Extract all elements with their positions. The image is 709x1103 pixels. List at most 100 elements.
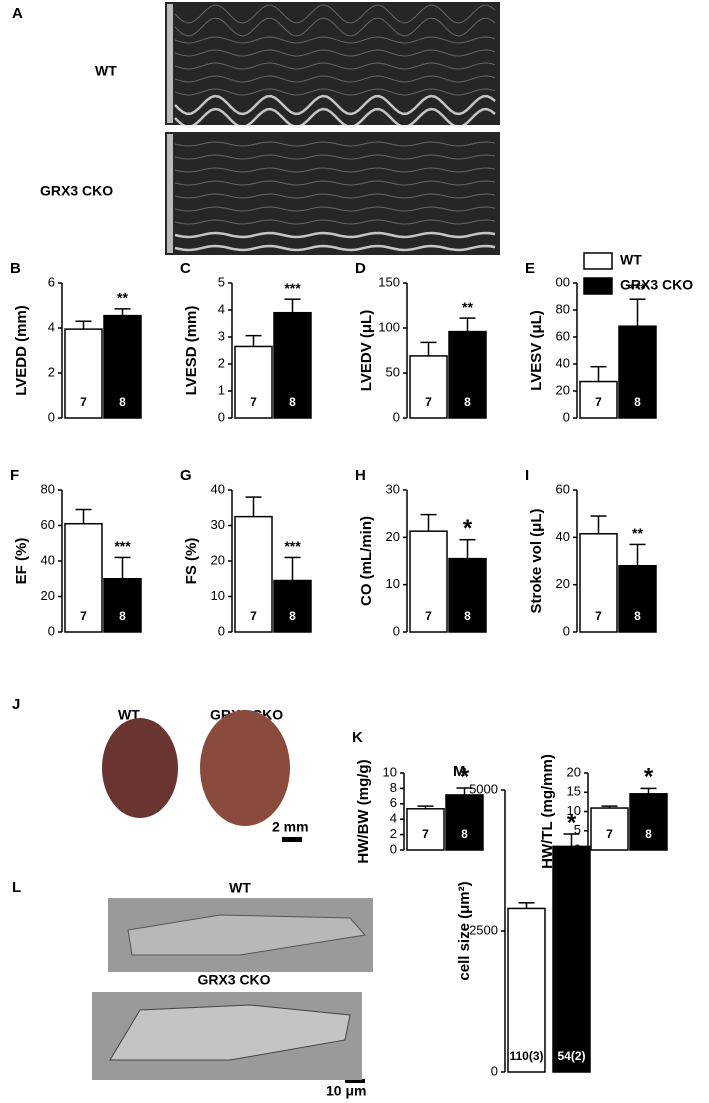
heart-image (102, 718, 178, 818)
n-label: 7 (425, 609, 432, 623)
bar (234, 515, 273, 633)
n-label: 7 (606, 827, 613, 841)
y-tick-label: 2 (218, 355, 225, 370)
y-axis-label: HW/BW (mg/g) (355, 759, 372, 863)
significance: ** (117, 290, 128, 306)
significance: *** (114, 538, 131, 554)
y-tick-label: 5000 (469, 781, 498, 796)
panel-label: L (12, 879, 21, 896)
n-label: 8 (634, 609, 641, 623)
echo-trace (174, 206, 496, 212)
y-tick-label: 2500 (469, 922, 498, 937)
y-axis-label: FS (%) (183, 538, 200, 585)
bar (618, 564, 657, 633)
cell-outline (109, 1004, 351, 1061)
significance: * (463, 515, 473, 542)
n-label: 7 (425, 395, 432, 409)
bar (103, 578, 142, 633)
y-tick-label: 4 (390, 811, 397, 826)
y-tick-label: 30 (386, 481, 400, 496)
y-tick-label: 00 (556, 274, 570, 289)
echo-trace (174, 4, 496, 24)
bar (618, 325, 657, 419)
significance: * (644, 764, 654, 791)
echo-trace (174, 36, 496, 44)
y-tick-label: 6 (48, 274, 55, 289)
panel-label: H (355, 467, 366, 484)
n-label: 8 (464, 609, 471, 623)
y-tick-label: 40 (211, 481, 225, 496)
bar (448, 330, 487, 419)
cell-outline (127, 914, 366, 956)
y-tick-label: 0 (390, 841, 397, 856)
y-tick-label: 0 (393, 409, 400, 424)
echo-trace (174, 62, 496, 70)
row-label: WT (95, 63, 117, 79)
n-label: 8 (119, 395, 126, 409)
y-axis-label: cell size (μm²) (456, 881, 473, 980)
y-tick-label: 0 (563, 409, 570, 424)
y-tick-label: 6 (390, 795, 397, 810)
y-tick-label: 0 (393, 623, 400, 638)
y-tick-label: 0 (563, 623, 570, 638)
bar (590, 807, 629, 851)
echo-trace (174, 231, 496, 239)
significance: *** (629, 280, 646, 296)
y-tick-label: 50 (386, 364, 400, 379)
bar (234, 345, 273, 419)
bar (273, 311, 312, 419)
echo-trace (174, 88, 496, 96)
echo-trace (174, 94, 496, 116)
panel-label: E (525, 260, 535, 277)
bar (409, 355, 448, 419)
echo-trace (174, 75, 496, 83)
caption: GRX3 CKO (197, 972, 270, 988)
n-label: 7 (80, 395, 87, 409)
y-tick-label: 20 (567, 764, 581, 779)
y-tick-label: 1 (218, 382, 225, 397)
y-tick-label: 30 (211, 517, 225, 532)
n-label: 54(2) (557, 1049, 585, 1063)
echo-trace (174, 180, 496, 186)
n-label: 110(3) (509, 1049, 543, 1063)
y-tick-label: 4 (48, 319, 55, 334)
scale-bar (345, 1079, 365, 1083)
panel-label: K (352, 729, 363, 746)
bar (409, 530, 448, 633)
y-tick-label: 0 (491, 1063, 498, 1078)
y-axis-label: LVEDD (mm) (13, 305, 30, 396)
y-tick-label: 0 (218, 409, 225, 424)
n-label: 7 (250, 395, 257, 409)
echo-trace (174, 219, 496, 225)
y-tick-label: 20 (386, 529, 400, 544)
n-label: 8 (634, 395, 641, 409)
legend-label: GRX3 CKO (620, 277, 693, 293)
y-tick-label: 0 (48, 623, 55, 638)
bar (103, 314, 142, 419)
y-tick-label: 20 (556, 382, 570, 397)
echo-trace (174, 107, 496, 129)
y-tick-label: 60 (556, 328, 570, 343)
significance: * (460, 763, 470, 790)
echo-trace (174, 244, 496, 252)
y-tick-label: 8 (390, 780, 397, 795)
bar (579, 380, 618, 419)
y-tick-label: 15 (567, 784, 581, 799)
bar (507, 907, 546, 1073)
echo-trace (174, 193, 496, 199)
legend: WT GRX3 CKO (583, 252, 693, 295)
echo-trace (174, 167, 496, 173)
echo-trace (174, 154, 496, 160)
y-tick-label: 20 (556, 576, 570, 591)
bar (445, 794, 484, 851)
y-axis-label: CO (mL/min) (358, 516, 375, 606)
y-tick-label: 40 (41, 552, 55, 567)
y-tick-label: 10 (567, 803, 581, 818)
panel-label: F (10, 467, 19, 484)
panel-label: G (180, 467, 192, 484)
y-axis-label: EF (%) (13, 538, 30, 585)
scale-label: 2 mm (272, 819, 309, 835)
y-tick-label: 20 (41, 588, 55, 603)
significance: *** (284, 280, 301, 296)
echo-scale (167, 4, 173, 123)
